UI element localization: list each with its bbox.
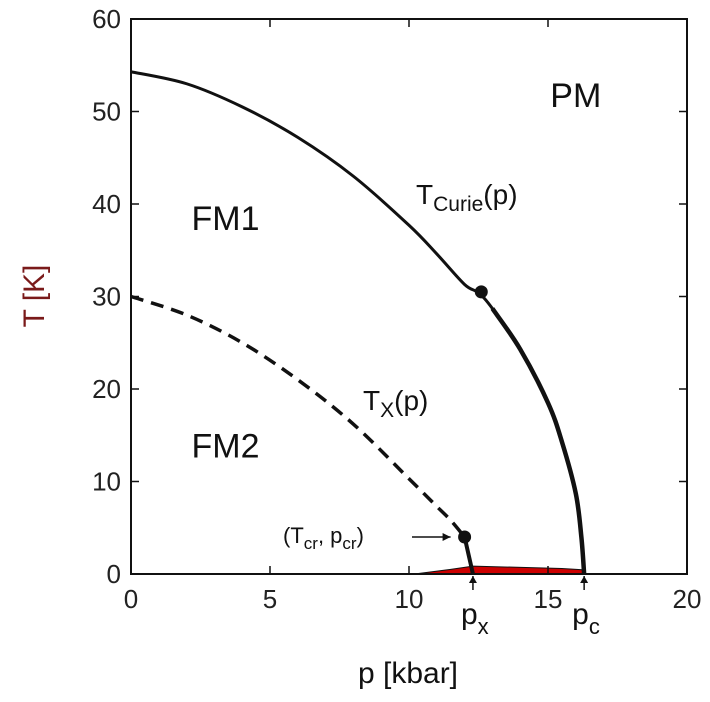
x-tick-label: 15 bbox=[534, 584, 563, 614]
y-tick-label: 30 bbox=[92, 282, 121, 312]
critical-point-arrowhead bbox=[442, 533, 451, 541]
plot-frame bbox=[130, 18, 688, 575]
region-label-pm: PM bbox=[550, 77, 601, 115]
pc-label: pc bbox=[572, 598, 600, 639]
y-tick-label: 10 bbox=[92, 467, 121, 497]
y-tick-label: 0 bbox=[107, 559, 121, 589]
curve-layer bbox=[130, 70, 587, 575]
region-label-fm2: FM2 bbox=[192, 427, 260, 465]
tcurie-curve bbox=[130, 70, 586, 575]
critical-point bbox=[458, 530, 472, 544]
y-tick-label: 40 bbox=[92, 189, 121, 219]
shaded-region-layer bbox=[414, 565, 585, 575]
x-tick-label: 10 bbox=[395, 584, 424, 614]
x-tick-label: 20 bbox=[673, 584, 702, 614]
y-tick-label: 60 bbox=[92, 4, 121, 34]
tx-curve bbox=[130, 294, 466, 539]
tick-layer: 0 5 10 15 20 0 10 20 30 40 50 60 bbox=[92, 4, 701, 614]
tricritical-point bbox=[474, 285, 488, 299]
label-layer: PM FM1 FM2 TCurie(p) TX(p) (Tcr, pcr) px pc bbox=[192, 77, 602, 639]
x-tick-label: 5 bbox=[263, 584, 277, 614]
shaded-region bbox=[414, 565, 585, 575]
tcurie-first-order-segment bbox=[490, 307, 587, 575]
y-tick-label: 50 bbox=[92, 97, 121, 127]
x-axis-title: p [kbar] bbox=[358, 657, 458, 690]
tx-label: TX(p) bbox=[363, 385, 428, 422]
x-tick-label: 0 bbox=[124, 584, 138, 614]
critical-point-label: (Tcr, pcr) bbox=[283, 523, 364, 553]
tcurie-label: TCurie(p) bbox=[416, 179, 518, 216]
y-tick-label: 20 bbox=[92, 374, 121, 404]
region-label-fm1: FM1 bbox=[192, 200, 260, 238]
px-label: px bbox=[461, 598, 489, 639]
point-layer bbox=[458, 285, 488, 544]
px-arrowhead bbox=[468, 576, 477, 583]
y-axis-title: T [K] bbox=[18, 265, 51, 328]
pc-arrowhead bbox=[580, 576, 589, 583]
